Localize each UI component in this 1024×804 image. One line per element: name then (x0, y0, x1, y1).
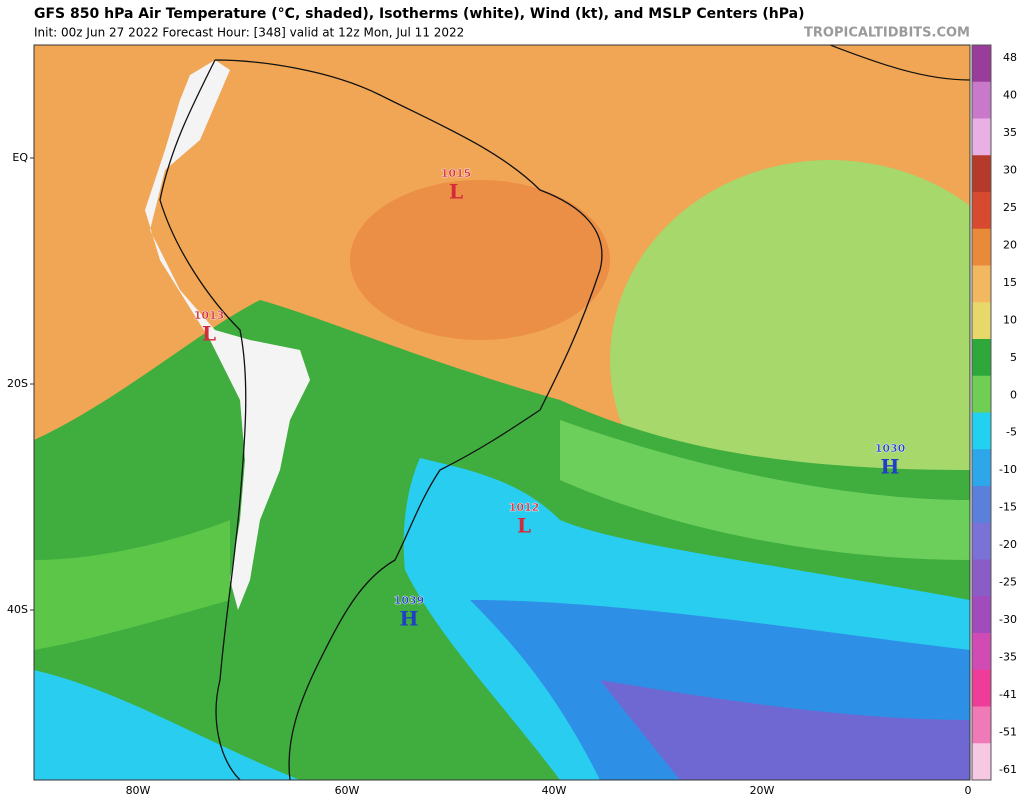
colorbar-label: -30 (999, 613, 1017, 626)
colorbar-swatch (972, 228, 991, 266)
subtitle: Init: 00z Jun 27 2022 Forecast Hour: [34… (34, 26, 464, 40)
pressure-symbol: L (517, 514, 531, 538)
colorbar-label: 10 (1003, 313, 1017, 326)
pressure-value: 1030 (875, 442, 906, 455)
colorbar-label: -5 (1006, 426, 1017, 439)
colorbar-swatch (972, 522, 991, 560)
colorbar-swatch (972, 192, 991, 230)
colorbar-label: -51 (999, 726, 1017, 739)
colorbar-swatch (972, 706, 991, 744)
map (33, 44, 971, 781)
pressure-value: 1015 (441, 167, 472, 180)
colorbar-label: 48 (1003, 51, 1017, 64)
lat-label: 40S (7, 603, 28, 616)
pressure-symbol: H (881, 455, 900, 479)
colorbar-label: -25 (999, 576, 1017, 589)
map-frame (33, 44, 971, 781)
colorbar-swatch (972, 449, 991, 487)
colorbar-label: 5 (1010, 351, 1017, 364)
lon-label: 40W (542, 784, 567, 797)
colorbar-label: -10 (999, 463, 1017, 476)
colorbar-swatch (972, 596, 991, 634)
colorbar-label: 15 (1003, 276, 1017, 289)
hot-core (350, 180, 610, 340)
colorbar-label: -35 (999, 651, 1017, 664)
pressure-symbol: L (202, 322, 216, 346)
coastline (159, 59, 603, 780)
colorbar-swatch (972, 302, 991, 340)
lon-label: 20W (750, 784, 775, 797)
lat-label: 20S (7, 377, 28, 390)
south-pacific-cool (34, 670, 300, 780)
lon-label: 0 (965, 784, 972, 797)
title: GFS 850 hPa Air Temperature (°C, shaded)… (34, 6, 805, 22)
colorbar-label: 0 (1010, 388, 1017, 401)
lon-label: 80W (126, 784, 151, 797)
colorbar-label: -41 (999, 688, 1017, 701)
colorbar-swatch (972, 265, 991, 303)
colorbar-swatch (972, 118, 991, 156)
pressure-value: 1013 (194, 309, 225, 322)
colorbar-label: 20 (1003, 238, 1017, 251)
colorbar-swatch (972, 486, 991, 524)
credit: TROPICALTIDBITS.COM (804, 26, 970, 41)
pressure-value: 1012 (509, 501, 540, 514)
lat-label: EQ (12, 151, 28, 164)
colorbar-swatch (972, 81, 991, 119)
colorbar-label: 30 (1003, 163, 1017, 176)
colorbar-swatch (972, 339, 991, 377)
colorbar-swatch (972, 669, 991, 707)
pacific-green (34, 520, 230, 650)
lon-label: 60W (335, 784, 360, 797)
colorbar-label: -61 (999, 763, 1017, 776)
colorbar-swatch (972, 155, 991, 193)
colorbar-swatch (972, 559, 991, 597)
colorbar-frame (971, 44, 992, 781)
pressure-value: 1039 (394, 594, 425, 607)
andes-mask (145, 60, 310, 610)
colorbar-swatch (972, 375, 991, 413)
pressure-symbol: L (449, 180, 463, 204)
pressure-symbol: H (400, 607, 419, 631)
colorbar-label: 25 (1003, 201, 1017, 214)
colorbar-label: -15 (999, 501, 1017, 514)
light-green (560, 420, 970, 560)
colorbar-swatch (972, 633, 991, 671)
very-cold (600, 680, 970, 780)
colorbar-label: 40 (1003, 88, 1017, 101)
africa-coast (829, 45, 970, 81)
colorbar-swatch (972, 45, 991, 83)
colorbar-swatch (972, 743, 991, 781)
colorbar-swatch (972, 412, 991, 450)
colorbar-label: 35 (1003, 126, 1017, 139)
colorbar-label: -20 (999, 538, 1017, 551)
